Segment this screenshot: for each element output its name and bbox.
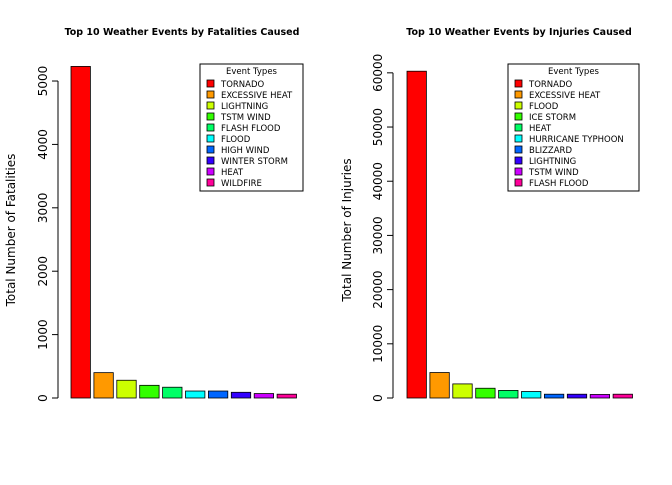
legend-item-label: WINTER STORM bbox=[221, 157, 288, 167]
legend-item-label: HEAT bbox=[529, 124, 552, 134]
bar-lightning bbox=[116, 379, 137, 399]
bar-wildfire bbox=[276, 393, 297, 399]
y-axis-label: Total Number of Fatalities bbox=[4, 154, 18, 308]
injuries-chart-panel: Top 10 Weather Events by Injuries Caused… bbox=[340, 27, 640, 402]
legend-box bbox=[199, 63, 304, 192]
legend-item-label: LIGHTNING bbox=[529, 157, 576, 167]
legend-title: Event Types bbox=[548, 67, 600, 77]
bar-ice-storm bbox=[475, 387, 496, 399]
legend-swatch bbox=[206, 167, 215, 176]
legend-swatch bbox=[514, 90, 523, 99]
legend-swatch bbox=[206, 134, 215, 143]
bar-flash-flood bbox=[612, 393, 633, 399]
y-tick-label: 0 bbox=[36, 394, 50, 402]
chart-title: Top 10 Weather Events by Injuries Caused bbox=[406, 27, 632, 38]
legend-swatch bbox=[514, 112, 523, 121]
y-tick-label: 3000 bbox=[36, 193, 50, 224]
bar-flash-flood bbox=[162, 386, 183, 399]
legend-swatch bbox=[514, 123, 523, 132]
legend-item-label: LIGHTNING bbox=[221, 102, 268, 112]
bar-lightning bbox=[566, 393, 588, 399]
legend-swatch bbox=[206, 90, 215, 99]
legend-item-label: EXCESSIVE HEAT bbox=[221, 91, 293, 101]
bar-winter-storm bbox=[230, 391, 252, 399]
legend-item-label: BLIZZARD bbox=[529, 146, 572, 156]
bar-hurricane-typhoon bbox=[521, 391, 542, 399]
y-tick-label: 50000 bbox=[371, 108, 385, 146]
legend-item-label: ICE STORM bbox=[529, 113, 576, 123]
y-tick-label: 2000 bbox=[36, 256, 50, 287]
legend-swatch bbox=[206, 156, 215, 165]
bar-flood bbox=[452, 383, 473, 399]
legend-item-label: FLOOD bbox=[221, 135, 251, 145]
y-axis-label: Total Number of Injuries bbox=[340, 158, 354, 302]
y-tick-label: 10000 bbox=[371, 325, 385, 363]
bar-tornado bbox=[70, 66, 91, 399]
legend-item-label: HEAT bbox=[221, 168, 244, 178]
legend-item-label: FLASH FLOOD bbox=[221, 124, 281, 134]
bar-tornado bbox=[406, 70, 427, 399]
legend-item-label: TSTM WIND bbox=[528, 168, 579, 178]
legend-swatch bbox=[206, 145, 215, 154]
legend-swatch bbox=[206, 123, 215, 132]
bar-blizzard bbox=[544, 393, 565, 399]
bar-flood bbox=[185, 390, 206, 399]
legend-item-label: EXCESSIVE HEAT bbox=[529, 91, 601, 101]
y-tick-label: 60000 bbox=[371, 54, 385, 92]
legend-swatch bbox=[514, 145, 523, 154]
y-tick-label: 4000 bbox=[36, 129, 50, 160]
y-tick-label: 30000 bbox=[371, 216, 385, 254]
y-tick-label: 1000 bbox=[36, 319, 50, 350]
bar-high-wind bbox=[207, 390, 229, 399]
legend-swatch bbox=[514, 101, 523, 110]
bar-excessive-heat bbox=[93, 372, 114, 399]
y-tick-label: 0 bbox=[371, 394, 385, 402]
y-tick-label: 20000 bbox=[371, 271, 385, 309]
fatalities-chart-panel: Top 10 Weather Events by Fatalities Caus… bbox=[4, 27, 304, 402]
y-tick-label: 40000 bbox=[371, 162, 385, 200]
chart-title: Top 10 Weather Events by Fatalities Caus… bbox=[65, 27, 300, 38]
legend-swatch bbox=[206, 101, 215, 110]
bar-heat bbox=[498, 390, 519, 399]
bar-tstm-wind bbox=[139, 384, 160, 399]
legend-swatch bbox=[514, 156, 523, 165]
legend-item-label: TSTM WIND bbox=[220, 113, 271, 123]
legend-swatch bbox=[206, 79, 215, 88]
legend-item-label: HURRICANE TYPHOON bbox=[529, 135, 624, 145]
legend-item-label: HIGH WIND bbox=[221, 146, 270, 156]
legend-item-label: TORNADO bbox=[528, 80, 573, 90]
y-tick-label: 5000 bbox=[36, 66, 50, 97]
bar-heat bbox=[253, 393, 274, 399]
legend-item-label: FLOOD bbox=[529, 102, 559, 112]
legend-item-label: TORNADO bbox=[220, 80, 265, 90]
legend-swatch bbox=[514, 134, 523, 143]
legend-item-label: FLASH FLOOD bbox=[529, 179, 589, 189]
legend-swatch bbox=[206, 112, 215, 121]
legend-item-label: WILDFIRE bbox=[221, 179, 262, 189]
legend-swatch bbox=[206, 178, 215, 187]
bar-tstm-wind bbox=[589, 394, 611, 399]
legend-swatch bbox=[514, 167, 523, 176]
legend-box bbox=[507, 63, 640, 192]
legend-title: Event Types bbox=[226, 67, 278, 77]
bar-excessive-heat bbox=[429, 372, 450, 399]
legend-swatch bbox=[514, 79, 523, 88]
legend-swatch bbox=[514, 178, 523, 187]
